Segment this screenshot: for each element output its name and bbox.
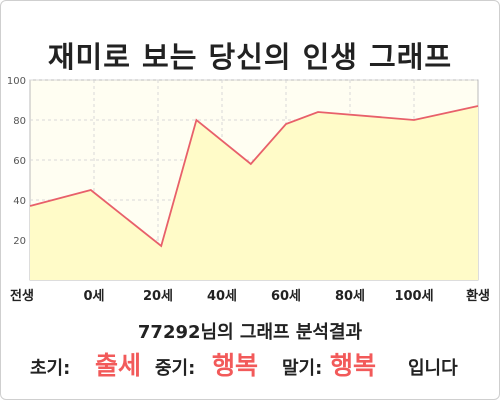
area-fill (30, 106, 478, 280)
early-value: 출세 (95, 351, 142, 380)
x-tick-label: 20세 (143, 289, 173, 304)
x-axis-ticks: 전생 0세 20세 40세 60세 80세 100세 환생 (10, 288, 490, 304)
y-tick-label: 80 (13, 116, 26, 127)
early-label: 초기: (30, 358, 71, 379)
x-tick-label: 전생 (10, 288, 34, 304)
x-tick-label: 40세 (207, 289, 237, 304)
y-axis-ticks: 20 40 60 80 100 (7, 76, 26, 247)
y-tick-label: 40 (13, 196, 26, 207)
x-tick-label: 환생 (466, 288, 490, 304)
x-tick-label: 0세 (83, 289, 104, 304)
y-tick-label: 100 (7, 76, 26, 87)
analysis-suffix: 님의 그래프 분석결과 (200, 322, 363, 343)
late-value: 행복 (330, 351, 377, 380)
y-tick-label: 20 (13, 236, 26, 247)
x-tick-label: 100세 (394, 289, 433, 304)
x-tick-label: 80세 (335, 289, 365, 304)
series-line (29, 105, 479, 248)
result-summary: 초기: 출세 중기: 행복 말기: 행복 입니다 (0, 346, 500, 382)
page-title: 재미로 보는 당신의 인생 그래프 (47, 40, 453, 74)
x-tick-label: 60세 (271, 289, 301, 304)
user-id: 77292 (137, 322, 201, 343)
ending-text: 입니다 (408, 358, 458, 379)
late-label: 말기: (282, 358, 323, 379)
mid-label: 중기: (155, 358, 196, 379)
y-tick-label: 60 (13, 156, 26, 167)
mid-value: 행복 (212, 351, 259, 380)
analysis-title: 77292님의 그래프 분석결과 (0, 318, 500, 344)
